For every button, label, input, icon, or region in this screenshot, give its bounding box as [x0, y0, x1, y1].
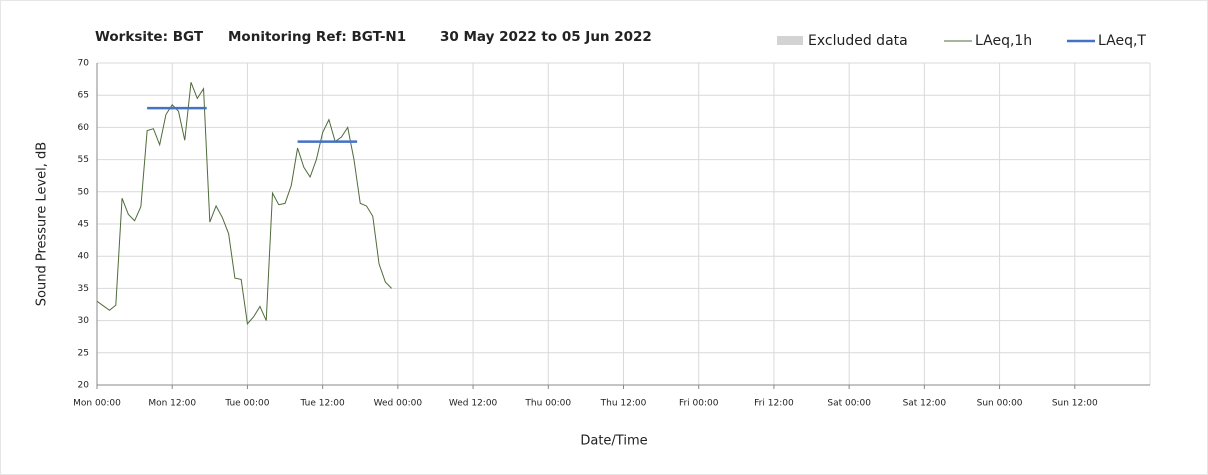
series-line — [147, 106, 358, 143]
x-tick-label: Tue 12:00 — [300, 399, 345, 409]
y-tick-label: 40 — [78, 252, 90, 262]
x-tick-label: Sun 00:00 — [977, 399, 1023, 409]
x-axis-label: Date/Time — [580, 434, 647, 449]
x-tick-label: Sat 12:00 — [903, 399, 947, 409]
y-tick-label: 55 — [78, 155, 89, 165]
y-tick-label: 70 — [78, 59, 90, 69]
x-tick-label: Fri 00:00 — [679, 399, 719, 409]
y-tick-label: 50 — [78, 187, 90, 197]
x-tick-label: Mon 00:00 — [73, 399, 121, 409]
legend-swatch — [777, 36, 803, 45]
legend-label: LAeq,T — [1098, 33, 1146, 49]
x-tick-label: Thu 12:00 — [600, 399, 647, 409]
y-tick-label: 25 — [78, 348, 89, 358]
x-tick-label: Sun 12:00 — [1052, 399, 1098, 409]
legend-label: LAeq,1h — [975, 33, 1032, 49]
x-tick-label: Thu 00:00 — [524, 399, 571, 409]
x-tick-label: Wed 12:00 — [449, 399, 498, 409]
y-tick-label: 65 — [78, 91, 89, 101]
series-line — [96, 82, 392, 325]
y-tick-label: 45 — [78, 220, 89, 230]
x-tick-label: Mon 12:00 — [148, 399, 196, 409]
x-tick-label: Sat 00:00 — [827, 399, 871, 409]
title-worksite: Worksite: BGT — [95, 29, 204, 45]
x-tick-label: Tue 00:00 — [224, 399, 269, 409]
legend-label: Excluded data — [808, 33, 908, 49]
title-dates: 30 May 2022 to 05 Jun 2022 — [440, 29, 652, 45]
x-tick-label: Wed 00:00 — [374, 399, 423, 409]
title-ref: Monitoring Ref: BGT-N1 — [228, 29, 406, 45]
x-tick-label: Fri 12:00 — [754, 399, 794, 409]
y-tick-label: 30 — [78, 316, 90, 326]
y-axis-label: Sound Pressure Level, dB — [35, 142, 50, 306]
y-tick-label: 60 — [78, 123, 90, 133]
y-tick-label: 20 — [78, 381, 90, 391]
y-tick-label: 35 — [78, 284, 89, 294]
